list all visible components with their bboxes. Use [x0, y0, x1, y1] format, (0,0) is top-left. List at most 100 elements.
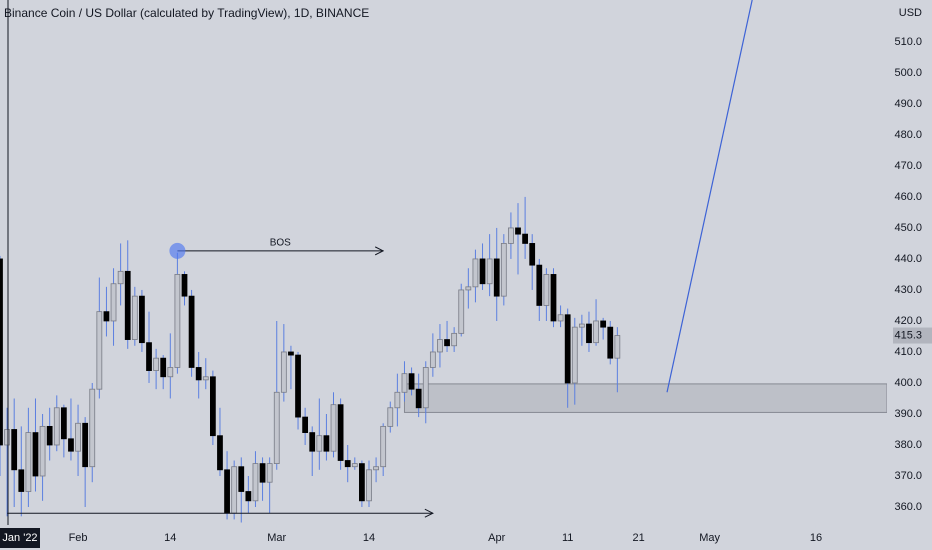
candle-body	[174, 274, 181, 368]
y-tick-label: 480.0	[894, 129, 922, 141]
candle-body	[25, 432, 32, 492]
candle-body	[96, 311, 103, 390]
candle-body	[46, 425, 53, 446]
x-tick-label: 14	[164, 532, 176, 544]
candle-body	[11, 429, 18, 471]
candle-body	[394, 391, 401, 409]
candle-body	[252, 463, 259, 502]
candle-body	[493, 258, 500, 297]
x-tick-label: May	[699, 532, 720, 544]
x-tick-label: 14	[363, 532, 375, 544]
candle-body	[309, 432, 316, 452]
y-tick-label: 410.0	[894, 346, 922, 358]
candle-body	[217, 435, 223, 471]
y-tick-label: 390.0	[894, 408, 922, 420]
y-tick-label: 360.0	[894, 501, 922, 513]
candle-body	[359, 463, 365, 502]
y-tick-label: 440.0	[894, 253, 922, 265]
y-tick-label: 420.0	[894, 315, 922, 327]
projection-line	[666, 0, 753, 393]
x-tick-label: Mar	[267, 532, 286, 544]
candle-body	[543, 274, 550, 306]
x-tick-label: 21	[633, 532, 645, 544]
candle-body	[53, 407, 60, 446]
candle-body	[323, 435, 330, 452]
candle-body	[231, 466, 238, 514]
x-tick-label: Apr	[488, 532, 505, 544]
candle-body	[422, 367, 429, 409]
plot-area: BOS	[0, 0, 887, 523]
currency-label: USD	[899, 7, 922, 19]
candle-body	[224, 469, 230, 514]
last-price-label: 415.3	[894, 329, 922, 341]
candle-body	[39, 425, 46, 477]
candle-body	[337, 404, 344, 461]
candle-body	[373, 466, 379, 471]
candle-body	[68, 438, 74, 452]
candle-body	[82, 422, 89, 468]
candle-body	[124, 270, 131, 340]
candle-body	[408, 373, 415, 390]
candle-body	[18, 469, 25, 492]
candle-body	[593, 320, 599, 344]
candle-body	[330, 404, 337, 452]
candle-body	[280, 351, 287, 393]
candle-body	[195, 367, 202, 381]
y-tick-label: 490.0	[894, 98, 922, 110]
candle-body	[273, 391, 280, 465]
candle-body	[75, 422, 81, 452]
candle-body	[288, 351, 294, 356]
support-zone	[403, 383, 887, 413]
candle-body	[259, 463, 266, 483]
y-tick-label: 380.0	[894, 439, 922, 451]
bos-anchor	[169, 242, 186, 259]
candle-body	[139, 295, 145, 344]
candle-body	[60, 407, 67, 440]
candle-body	[89, 388, 96, 468]
candle-body	[0, 258, 3, 446]
candle-body	[458, 289, 465, 334]
candle-body	[479, 258, 486, 285]
y-tick-label: 460.0	[894, 191, 922, 203]
candle-body	[245, 491, 252, 502]
candle-body	[380, 425, 387, 468]
x-tick-label: Feb	[69, 532, 88, 544]
y-tick-label: 430.0	[894, 284, 922, 296]
candle-body	[238, 466, 245, 492]
candle-body	[366, 469, 372, 502]
candle-body	[522, 233, 528, 244]
candle-body	[103, 311, 110, 322]
x-tick-label: 11	[562, 532, 573, 544]
candle-body	[444, 339, 450, 347]
candle-body	[529, 243, 536, 266]
chart-title: Binance Coin / US Dollar (calculated by …	[4, 6, 369, 20]
candle-body	[202, 376, 209, 381]
candle-body	[429, 351, 436, 368]
candle-body	[146, 342, 152, 371]
y-tick-label: 500.0	[894, 67, 922, 79]
candle-body	[160, 357, 167, 378]
y-tick-label: 370.0	[894, 470, 922, 482]
candle-body	[344, 460, 351, 468]
candle-body	[131, 295, 138, 340]
candle-body	[167, 367, 174, 378]
y-tick-label: 450.0	[894, 222, 922, 234]
candle-body	[188, 295, 195, 368]
candle-body	[302, 416, 309, 433]
candle-body	[472, 258, 479, 288]
candle-body	[266, 463, 273, 483]
candle-body	[316, 435, 323, 452]
candle-body	[571, 326, 578, 384]
last-price-box	[893, 327, 932, 344]
candle-body	[4, 429, 10, 446]
candle-body	[437, 339, 443, 353]
candle-body	[564, 314, 571, 384]
candle-body	[508, 227, 514, 244]
candle-body	[614, 335, 621, 359]
candle-body	[607, 326, 614, 359]
candle-body	[578, 323, 585, 328]
candle-body	[110, 283, 117, 322]
candle-body	[387, 407, 394, 427]
